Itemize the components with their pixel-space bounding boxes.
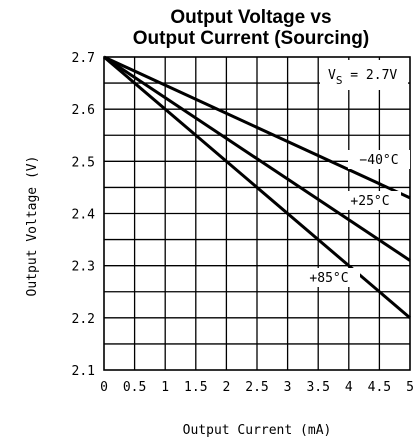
y-tick-label: 2.7: [72, 51, 95, 66]
condition-label: VS = 2.7V: [320, 60, 408, 90]
x-tick-label: 4: [345, 380, 353, 395]
series-label-1: −40°C: [359, 153, 398, 168]
y-tick-label: 2.2: [72, 312, 95, 327]
series-label-bg: [298, 268, 360, 287]
x-tick-label: 1: [161, 380, 169, 395]
x-axis-label: Output Current (mA): [183, 423, 332, 438]
x-tick-label: 5: [406, 380, 414, 395]
x-tick-label: 1.5: [184, 380, 207, 395]
x-tick-label: 3.5: [306, 380, 329, 395]
x-tick-label: 4.5: [368, 380, 391, 395]
x-tick-labels: 0 0.5 1 1.5 2 2.5 3 3.5 4 4.5 5: [100, 380, 414, 395]
chart-title-line-2: Output Current (Sourcing): [133, 28, 369, 49]
x-tick-label: 2: [222, 380, 230, 395]
series-label-2: +25°C: [350, 194, 389, 209]
x-tick-label: 0.5: [123, 380, 146, 395]
series-label-3: +85°C: [309, 271, 348, 286]
condition-label-prefix: V: [328, 68, 336, 83]
y-axis-label: Output Voltage (V): [25, 156, 40, 297]
condition-label-suffix: = 2.7V: [342, 68, 397, 83]
x-tick-label: 3: [284, 380, 292, 395]
series-line-2: [103, 55, 411, 262]
y-tick-label: 2.5: [72, 155, 95, 170]
y-tick-label: 2.1: [72, 364, 95, 379]
y-tick-label: 2.4: [72, 208, 96, 223]
y-tick-labels: 2.1 2.2 2.3 2.4 2.5 2.6 2.7: [72, 51, 96, 379]
plot-frame: [103, 56, 411, 371]
x-tick-label: 2.5: [245, 380, 268, 395]
condition-label-bg: [320, 60, 408, 90]
x-tick-label: 0: [100, 380, 108, 395]
chart-title-line-1: Output Voltage vs: [170, 7, 331, 28]
series-labels: −40°C +25°C +85°C: [298, 150, 410, 287]
series-label-bg: [339, 191, 401, 210]
y-tick-label: 2.3: [72, 260, 95, 275]
series-line-1: [103, 55, 411, 200]
condition-label-sub: S: [336, 74, 343, 87]
grid: [104, 57, 410, 370]
condition-label-text: VS = 2.7V: [328, 68, 397, 87]
y-tick-label: 2.6: [72, 103, 95, 118]
series-label-bg: [348, 150, 410, 169]
